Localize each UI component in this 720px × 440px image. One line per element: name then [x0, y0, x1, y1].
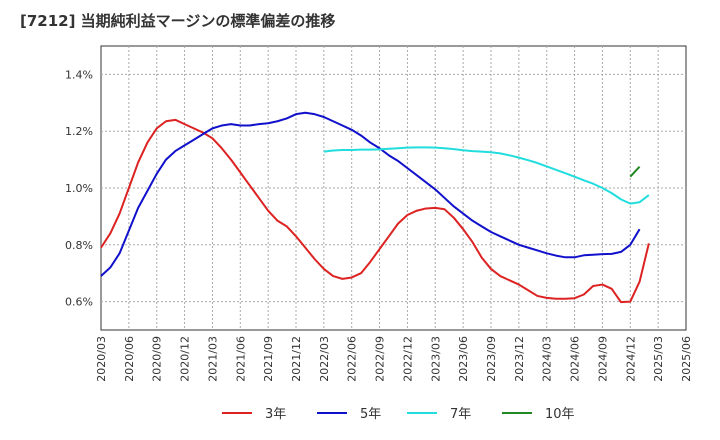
x-tick-label: 2021/03 — [206, 336, 219, 382]
x-tick-label: 2024/12 — [624, 336, 637, 382]
series-line-1 — [100, 118, 650, 304]
x-tick-label: 2022/12 — [401, 336, 414, 382]
x-tick-label: 2020/09 — [151, 336, 164, 382]
x-tick-label: 2022/06 — [346, 336, 359, 382]
y-tick-label: 0.6% — [65, 296, 93, 309]
legend-label: 10年 — [545, 407, 575, 422]
series-line-4 — [629, 166, 641, 178]
x-tick-label: 2023/12 — [513, 336, 526, 382]
x-tick-label: 2023/03 — [429, 336, 442, 382]
x-tick-label: 2024/03 — [541, 336, 554, 382]
axis-layer: 0.6% 0.8% 1.0% 1.2% 1.4% 2020/03 2020/06 2020/0… — [65, 68, 693, 381]
x-tick-label: 2025/03 — [652, 336, 665, 382]
x-tick-label: 2022/09 — [374, 336, 387, 382]
x-tick-label: 2024/09 — [596, 336, 609, 382]
y-tick-label: 1.0% — [65, 182, 93, 195]
y-tick-label: 1.4% — [65, 68, 93, 81]
y-tick-label: 1.2% — [65, 125, 93, 138]
legend-label: 3年 — [265, 407, 286, 422]
chart-title: [7212] 当期純利益マージンの標準偏差の推移 — [20, 12, 336, 30]
legend-label: 5年 — [360, 407, 381, 422]
x-tick-label: 2021/09 — [262, 336, 275, 382]
x-tick-label: 2020/06 — [123, 336, 136, 382]
x-tick-label: 2025/06 — [680, 336, 693, 382]
x-tick-label: 2021/12 — [290, 336, 303, 382]
legend-label: 7年 — [450, 407, 471, 422]
x-tick-label: 2023/06 — [457, 336, 470, 382]
series-line-3 — [323, 146, 650, 205]
grid-layer — [100, 45, 687, 331]
x-tick-label: 2021/06 — [234, 336, 247, 382]
series-line-2 — [100, 111, 641, 277]
x-tick-label: 2020/12 — [179, 336, 192, 382]
y-tick-label: 0.8% — [65, 239, 93, 252]
x-tick-label: 2023/09 — [485, 336, 498, 382]
x-tick-label: 2022/03 — [318, 336, 331, 382]
x-tick-label: 2024/06 — [569, 336, 582, 382]
legend: 3年 5年 7年 10年 — [222, 407, 575, 422]
series-layer — [100, 111, 650, 304]
x-tick-label: 2020/03 — [95, 336, 108, 382]
